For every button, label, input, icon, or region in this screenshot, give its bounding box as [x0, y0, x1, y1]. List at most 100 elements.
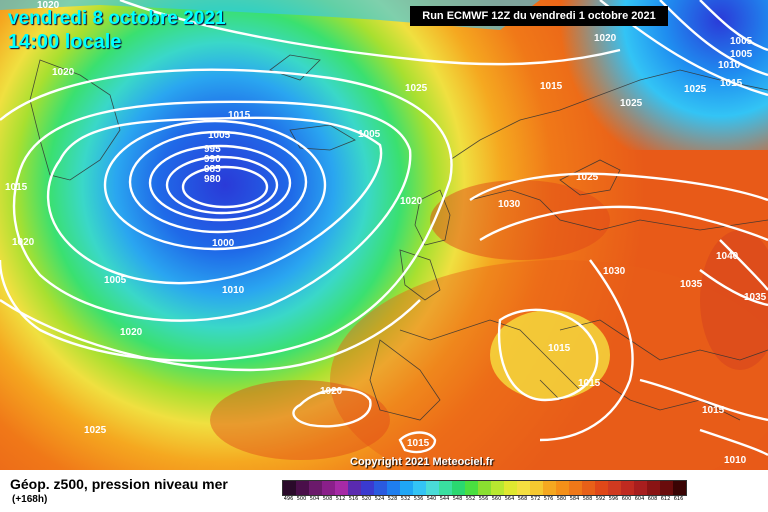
pressure-map: 1020 1020 1015 1015 1005 995 990 985 980… — [0, 0, 768, 470]
scale-tick-label: 496 — [283, 496, 294, 502]
scale-swatch — [478, 481, 491, 495]
scale-swatch — [621, 481, 634, 495]
scale-tick-label: 580 — [556, 496, 567, 502]
isobar-label: 1005 — [104, 275, 127, 286]
isobar-label: 1020 — [52, 67, 75, 78]
isobar-label: 1020 — [37, 0, 60, 11]
isobar-label: 1040 — [716, 251, 739, 262]
scale-swatch — [387, 481, 400, 495]
scale-tick-label: 504 — [309, 496, 320, 502]
scale-tick-label: 536 — [413, 496, 424, 502]
isobar-labels: 1020 1020 1015 1015 1005 995 990 985 980… — [5, 0, 767, 466]
isobar-label: 1025 — [684, 84, 707, 95]
scale-tick-label: 616 — [673, 496, 684, 502]
scale-swatch — [452, 481, 465, 495]
legend-forecast-hours: (+168h) — [12, 494, 48, 505]
isobar-label: 1005 — [730, 36, 753, 47]
isobar-label: 1005 — [358, 129, 381, 140]
isobar-label: 1010 — [724, 455, 747, 466]
run-info-banner: Run ECMWF 12Z du vendredi 1 octobre 2021 — [410, 6, 668, 26]
scale-tick-label: 520 — [361, 496, 372, 502]
scale-swatch — [465, 481, 478, 495]
isobar-label: 1030 — [498, 199, 521, 210]
scale-tick-label: 592 — [595, 496, 606, 502]
scale-tick-label: 552 — [465, 496, 476, 502]
isobar-label: 1020 — [320, 386, 343, 397]
isobar-label: 985 — [204, 164, 221, 175]
scale-swatch — [283, 481, 296, 495]
isobar-label: 1025 — [84, 425, 107, 436]
isobar-label: 1025 — [576, 172, 599, 183]
scale-swatch — [374, 481, 387, 495]
scale-tick-label: 608 — [647, 496, 658, 502]
isobar-label: 1025 — [405, 83, 428, 94]
forecast-date-title: vendredi 8 octobre 2021 — [8, 8, 226, 29]
scale-swatch — [413, 481, 426, 495]
scale-tick-label: 556 — [478, 496, 489, 502]
scale-swatch — [517, 481, 530, 495]
scale-swatch — [647, 481, 660, 495]
scale-tick-label: 564 — [504, 496, 515, 502]
isobar-label: 980 — [204, 174, 221, 185]
scale-swatch — [569, 481, 582, 495]
scale-tick-label: 584 — [569, 496, 580, 502]
color-scale-ticks: 496 500 504 508 512 516 520 524 528 532 536 540 544 5… — [282, 496, 685, 502]
isobar-label: 990 — [204, 154, 221, 165]
isobar-label: 1005 — [730, 49, 753, 60]
scale-swatch — [595, 481, 608, 495]
scale-swatch — [348, 481, 361, 495]
isobar-label: 1030 — [603, 266, 626, 277]
scale-tick-label: 532 — [400, 496, 411, 502]
scale-swatch — [322, 481, 335, 495]
coastlines — [29, 54, 768, 421]
isobar-label: 1015 — [548, 343, 571, 354]
isobar-label: 1015 — [5, 182, 28, 193]
scale-swatch — [608, 481, 621, 495]
color-scale-bar — [282, 480, 687, 496]
scale-tick-label: 600 — [621, 496, 632, 502]
scale-swatch — [335, 481, 348, 495]
scale-tick-label: 512 — [335, 496, 346, 502]
isobar-label: 1015 — [702, 405, 725, 416]
isobar-label: 1020 — [594, 33, 617, 44]
scale-tick-label: 560 — [491, 496, 502, 502]
scale-swatch — [634, 481, 647, 495]
scale-swatch — [660, 481, 673, 495]
scale-swatch — [543, 481, 556, 495]
isobar-label: 1020 — [120, 327, 143, 338]
scale-swatch — [426, 481, 439, 495]
scale-swatch — [673, 481, 686, 495]
isobar-label: 1025 — [620, 98, 643, 109]
isobar-label: 1015 — [228, 110, 251, 121]
scale-swatch — [309, 481, 322, 495]
scale-tick-label: 612 — [660, 496, 671, 502]
scale-swatch — [400, 481, 413, 495]
scale-swatch — [296, 481, 309, 495]
legend-label: Géop. z500, pression niveau mer — [10, 476, 228, 492]
scale-tick-label: 604 — [634, 496, 645, 502]
scale-tick-label: 548 — [452, 496, 463, 502]
scale-tick-label: 572 — [530, 496, 541, 502]
scale-tick-label: 544 — [439, 496, 450, 502]
forecast-time-title: 14:00 locale — [8, 31, 122, 53]
isobar-label: 1015 — [578, 378, 601, 389]
scale-swatch — [439, 481, 452, 495]
isobar-label: 1035 — [680, 279, 703, 290]
scale-swatch — [556, 481, 569, 495]
scale-tick-label: 568 — [517, 496, 528, 502]
isobar-label: 1015 — [407, 438, 430, 449]
isobar-label: 1015 — [540, 81, 563, 92]
isobar-label: 1015 — [720, 78, 743, 89]
isobar-label: 1010 — [718, 60, 741, 71]
scale-swatch — [361, 481, 374, 495]
copyright-notice: Copyright 2021 Meteociel.fr — [350, 456, 494, 468]
scale-tick-label: 524 — [374, 496, 385, 502]
scale-tick-label: 516 — [348, 496, 359, 502]
isobar-label: 1035 — [744, 292, 767, 303]
scale-swatch — [582, 481, 595, 495]
isobar-label: 1005 — [208, 130, 231, 141]
isobar-label: 1010 — [222, 285, 245, 296]
legend-footer: Géop. z500, pression niveau mer (+168h) … — [0, 470, 768, 512]
isobar-label: 995 — [204, 144, 221, 155]
